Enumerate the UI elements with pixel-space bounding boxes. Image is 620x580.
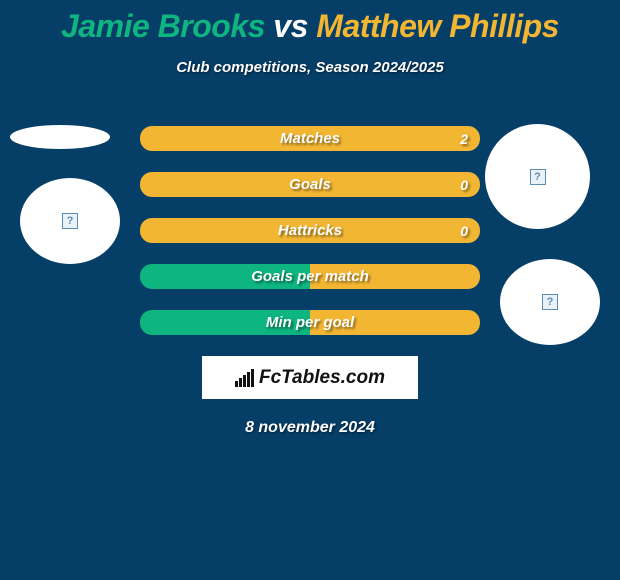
stat-label: Goals xyxy=(289,176,331,193)
stat-label: Matches xyxy=(280,130,340,147)
brand-logo: FcTables.com xyxy=(235,367,385,389)
brand-logo-text: FcTables.com xyxy=(259,367,385,389)
bar-chart-icon xyxy=(235,369,254,387)
stat-label: Min per goal xyxy=(266,314,354,331)
stat-label: Goals per match xyxy=(251,268,369,285)
snapshot-date: 8 november 2024 xyxy=(0,419,620,437)
player1-name: Jamie Brooks xyxy=(61,8,265,44)
image-placeholder-icon: ? xyxy=(62,213,78,229)
title-vs: vs xyxy=(273,8,308,44)
team-badge-circle-right: ? xyxy=(485,124,590,229)
image-placeholder-icon: ? xyxy=(542,294,558,310)
stat-row: Min per goal xyxy=(140,310,480,335)
stat-value-player2: 0 xyxy=(460,223,468,239)
player1-avatar-circle: ? xyxy=(20,178,120,264)
image-placeholder-icon: ? xyxy=(530,169,546,185)
stat-row: Goals 0 xyxy=(140,172,480,197)
brand-logo-box: FcTables.com xyxy=(202,356,418,399)
comparison-title: Jamie Brooks vs Matthew Phillips xyxy=(0,0,620,45)
subtitle: Club competitions, Season 2024/2025 xyxy=(0,59,620,76)
stat-row: Matches 2 xyxy=(140,126,480,151)
stat-label: Hattricks xyxy=(278,222,342,239)
stat-row: Hattricks 0 xyxy=(140,218,480,243)
player2-name: Matthew Phillips xyxy=(316,8,559,44)
stat-value-player2: 0 xyxy=(460,177,468,193)
team-badge-ellipse-left xyxy=(10,125,110,149)
player2-avatar-circle: ? xyxy=(500,259,600,345)
stat-row: Goals per match xyxy=(140,264,480,289)
stats-container: Matches 2 Goals 0 Hattricks 0 Goals per match M… xyxy=(140,126,480,335)
stat-value-player2: 2 xyxy=(460,131,468,147)
